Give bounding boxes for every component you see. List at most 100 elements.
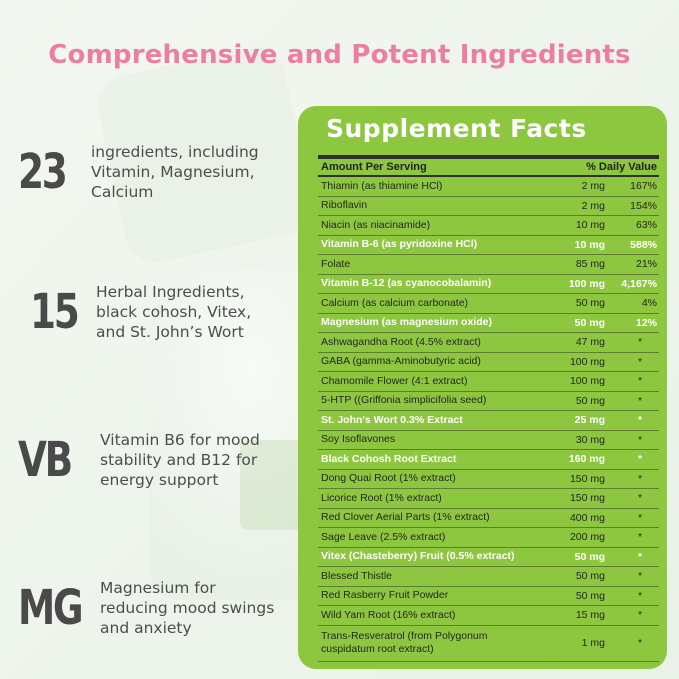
ingredient-name: 5-HTP ((Griffonia simplicifolia seed)	[321, 394, 487, 407]
facts-row: Soy Isoflavones 30 mg *	[318, 431, 659, 450]
ingredient-amount: 85 mg	[575, 258, 605, 271]
ingredient-amount: 400 mg	[569, 511, 605, 524]
ingredient-amount: 50 mg	[574, 550, 605, 563]
facts-row: Red Clover Aerial Parts (1% extract) 400 …	[318, 509, 659, 528]
ingredient-amount: 100 mg	[569, 375, 605, 388]
feature-description: Herbal Ingredients, black cohosh, Vitex,…	[96, 283, 252, 341]
ingredient-amount: 10 mg	[575, 219, 605, 232]
ingredient-daily-value: *	[637, 375, 643, 388]
feature-herbal-count: 15 Herbal Ingredients, black cohosh, Vit…	[30, 282, 251, 342]
ingredient-name: Chamomile Flower (4:1 extract)	[321, 374, 468, 387]
facts-row: Niacin (as niacinamide) 10 mg 63%	[318, 216, 659, 236]
facts-row: Dong Quai Root (1% extract) 150 mg *	[318, 470, 659, 489]
ingredient-daily-value: 4,167%	[621, 277, 657, 290]
ingredient-amount: 50 mg	[575, 394, 605, 407]
ingredient-name: St. John's Wort 0.3% Extract	[321, 413, 463, 426]
feature-big-number: VB	[18, 432, 73, 488]
feature-description: Magnesium for reducing mood swings and a…	[100, 579, 275, 637]
ingredient-daily-value: *	[637, 637, 643, 649]
ingredient-name: Soy Isoflavones	[321, 433, 396, 446]
ingredient-daily-value: *	[637, 589, 643, 602]
ingredient-daily-value: *	[637, 492, 643, 505]
ingredient-daily-value: 63%	[635, 219, 657, 232]
daily-value-header: % Daily Value	[586, 161, 657, 173]
feature-big-number: 15	[30, 284, 80, 340]
facts-row: Vitamin B-12 (as cyanocobalamin) 100 mg 4,…	[318, 275, 659, 294]
facts-row: Chamomile Flower (4:1 extract) 100 mg *	[318, 372, 659, 392]
facts-row: Folate 85 mg 21%	[318, 255, 659, 275]
ingredient-amount: 50 mg	[575, 589, 605, 602]
facts-row: Calcium (as calcium carbonate) 50 mg 4%	[318, 294, 659, 314]
ingredient-daily-value: 167%	[630, 180, 657, 193]
ingredient-amount: 2 mg	[581, 180, 605, 193]
facts-rows: Thiamin (as thiamine HCl) 2 mg 167% Ribofla…	[318, 177, 659, 662]
ingredient-amount: 200 mg	[569, 531, 605, 544]
ingredient-amount: 2 mg	[581, 199, 605, 212]
supplement-facts-table: Amount Per Serving % Daily Value Thiamin…	[318, 155, 659, 662]
ingredient-name: Trans-Resveratrol (from Polygonum cuspid…	[321, 630, 488, 655]
ingredient-name: Vitex (Chasteberry) Fruit (0.5% extract)	[321, 550, 515, 563]
facts-row: Ashwagandha Root (4.5% extract) 47 mg *	[318, 333, 659, 353]
ingredient-amount: 100 mg	[568, 277, 605, 290]
facts-row: Riboflavin 2 mg 154%	[318, 197, 659, 216]
facts-row: Blessed Thistle 50 mg *	[318, 567, 659, 587]
ingredient-name: Black Cohosh Root Extract	[321, 452, 457, 465]
ingredient-daily-value: *	[637, 336, 643, 349]
facts-row: Red Rasberry Fruit Powder 50 mg *	[318, 587, 659, 606]
ingredient-amount: 100 mg	[569, 355, 605, 368]
facts-row: St. John's Wort 0.3% Extract 25 mg *	[318, 411, 659, 431]
ingredient-name: Red Clover Aerial Parts (1% extract)	[321, 511, 490, 524]
ingredient-daily-value: *	[637, 433, 643, 446]
ingredient-amount: 160 mg	[568, 453, 605, 466]
ingredient-name: Vitamin B-12 (as cyanocobalamin)	[321, 277, 492, 290]
ingredient-name: Thiamin (as thiamine HCl)	[321, 179, 443, 192]
ingredient-amount: 25 mg	[574, 414, 605, 427]
facts-row: GABA (gamma-Aminobutyric acid) 100 mg *	[318, 353, 659, 372]
ingredient-name: Niacin (as niacinamide)	[321, 218, 431, 231]
facts-row: Black Cohosh Root Extract 160 mg *	[318, 450, 659, 470]
amount-per-serving-header: Amount Per Serving	[321, 160, 427, 173]
ingredient-amount: 50 mg	[575, 297, 605, 310]
ingredient-name: Calcium (as calcium carbonate)	[321, 296, 469, 309]
ingredient-name: Red Rasberry Fruit Powder	[321, 589, 449, 602]
ingredient-amount: 47 mg	[575, 336, 605, 349]
facts-row: Vitex (Chasteberry) Fruit (0.5% extract)…	[318, 548, 659, 567]
facts-row: Trans-Resveratrol (from Polygonum cuspid…	[318, 626, 659, 662]
facts-row: Thiamin (as thiamine HCl) 2 mg 167%	[318, 177, 659, 197]
ingredient-amount: 50 mg	[575, 570, 605, 583]
supplement-facts-title: Supplement Facts	[326, 114, 587, 143]
ingredient-name: Blessed Thistle	[321, 569, 393, 582]
feature-description: Vitamin B6 for mood stability and B12 fo…	[100, 431, 260, 489]
ingredient-daily-value: 154%	[630, 199, 657, 212]
ingredient-amount: 15 mg	[575, 609, 605, 622]
feature-vitamin-b: VB Vitamin B6 for mood stability and B12…	[18, 430, 260, 490]
facts-row: 5-HTP ((Griffonia simplicifolia seed) 50 …	[318, 392, 659, 411]
ingredient-amount: 1 mg	[581, 637, 605, 649]
ingredient-name: Sage Leave (2.5% extract)	[321, 530, 446, 543]
ingredient-daily-value: *	[637, 472, 643, 485]
ingredient-daily-value: *	[637, 550, 643, 563]
ingredient-name: Dong Quai Root (1% extract)	[321, 472, 456, 485]
ingredient-daily-value: *	[637, 511, 643, 524]
ingredient-daily-value: *	[637, 355, 643, 368]
facts-row: Magnesium (as magnesium oxide) 50 mg 12%	[318, 314, 659, 333]
facts-row: Wild Yam Root (16% extract) 15 mg *	[318, 606, 659, 626]
ingredient-name: Wild Yam Root (16% extract)	[321, 608, 456, 621]
ingredient-daily-value: 4%	[641, 297, 657, 310]
ingredient-daily-value: *	[637, 414, 643, 427]
ingredient-daily-value: *	[637, 394, 643, 407]
ingredient-daily-value: 588%	[630, 238, 657, 251]
ingredient-amount: 50 mg	[574, 316, 605, 329]
ingredient-amount: 30 mg	[575, 433, 605, 446]
facts-header-row: Amount Per Serving % Daily Value	[318, 159, 659, 177]
feature-big-number: 23	[18, 144, 68, 200]
ingredient-daily-value: 21%	[635, 258, 657, 271]
facts-row: Sage Leave (2.5% extract) 200 mg *	[318, 528, 659, 548]
ingredient-daily-value: 12%	[635, 316, 657, 329]
ingredient-daily-value: *	[637, 531, 643, 544]
ingredient-name: Licorice Root (1% extract)	[321, 491, 442, 504]
ingredient-name: Folate	[321, 257, 351, 270]
ingredient-name: Magnesium (as magnesium oxide)	[321, 316, 492, 329]
ingredient-daily-value: *	[637, 570, 643, 583]
ingredient-name: GABA (gamma-Aminobutyric acid)	[321, 355, 481, 368]
